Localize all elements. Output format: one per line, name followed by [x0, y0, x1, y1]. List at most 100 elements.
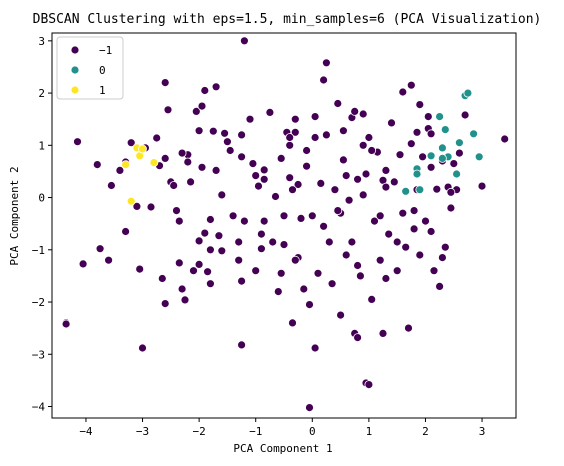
point-cluster-0-183 [239, 36, 249, 46]
x-tick-label: 2 [422, 425, 429, 438]
point-cluster-1-3 [426, 151, 436, 161]
point-cluster-0-38 [217, 190, 227, 200]
point-cluster-0-172 [378, 328, 388, 338]
point-cluster-0-181 [415, 100, 425, 109]
point-cluster-0-175 [310, 343, 320, 353]
point-cluster-0-47 [254, 181, 263, 191]
point-cluster-0-33 [203, 267, 213, 277]
point-cluster-0-161 [160, 299, 170, 309]
point-cluster-0-154 [353, 261, 363, 270]
point-cluster-0-155 [237, 276, 247, 286]
point-cluster-0-58 [288, 318, 297, 328]
point-cluster-0-162 [194, 259, 204, 269]
point-cluster-0-28 [189, 266, 198, 276]
point-cluster-1-6 [440, 125, 450, 135]
point-cluster-0-173 [364, 380, 374, 390]
point-cluster-0-94 [389, 177, 399, 187]
point-cluster-0-140 [392, 237, 402, 247]
point-cluster-0-117 [454, 148, 464, 158]
y-tick-label: −4 [32, 401, 46, 414]
point-cluster-0-44 [239, 216, 249, 226]
point-cluster-0-133 [409, 224, 419, 234]
point-cluster-0-68 [316, 178, 326, 188]
point-cluster-0-46 [251, 266, 261, 276]
point-cluster-0-159 [381, 274, 391, 283]
legend-marker-0 [70, 45, 80, 55]
point-cluster-0-97 [398, 208, 408, 218]
point-cluster-0-42 [234, 255, 244, 265]
point-cluster-0-67 [313, 268, 323, 278]
point-cluster-0-104 [418, 152, 428, 162]
point-cluster-0-174 [305, 403, 314, 413]
point-cluster-0-11 [135, 264, 145, 274]
point-cluster-0-54 [276, 153, 286, 163]
point-cluster-0-18 [160, 153, 170, 163]
point-cluster-0-128 [194, 236, 204, 246]
point-cluster-0-184 [200, 86, 210, 95]
point-cluster-0-92 [384, 229, 394, 239]
point-cluster-0-75 [336, 310, 346, 320]
point-cluster-0-70 [321, 58, 331, 68]
point-cluster-0-17 [157, 274, 167, 283]
point-cluster-0-179 [61, 319, 71, 329]
point-cluster-0-66 [310, 112, 320, 121]
point-cluster-0-63 [302, 161, 312, 171]
point-cluster-0-55 [279, 211, 289, 221]
point-cluster-0-50 [265, 108, 275, 117]
x-tick-label: −4 [79, 425, 93, 438]
point-cluster-1-2 [415, 185, 425, 195]
point-cluster-0-108 [429, 266, 439, 276]
point-cluster-0-78 [344, 195, 354, 205]
x-tick-label: −3 [136, 425, 149, 438]
legend-label-0: −1 [99, 44, 112, 57]
point-cluster-0-123 [259, 174, 269, 184]
point-cluster-0-77 [341, 250, 351, 260]
legend: −1 0 1 [56, 36, 124, 100]
point-cluster-0-99 [404, 323, 413, 333]
point-cluster-0-96 [395, 150, 405, 160]
point-cluster-0-52 [271, 192, 280, 201]
point-cluster-0-73 [330, 185, 340, 195]
point-cluster-0-188 [285, 133, 295, 142]
point-cluster-2-5 [149, 158, 159, 168]
point-cluster-0-145 [248, 159, 258, 169]
point-cluster-0-125 [341, 171, 351, 181]
point-cluster-0-146 [177, 148, 187, 158]
x-tick-label: −2 [192, 425, 205, 438]
point-cluster-0-118 [460, 110, 470, 120]
point-cluster-0-168 [437, 253, 447, 263]
point-cluster-0-4 [95, 244, 105, 254]
point-cluster-0-35 [208, 126, 218, 136]
point-cluster-0-119 [477, 181, 487, 191]
point-cluster-0-135 [321, 130, 331, 140]
point-cluster-0-148 [237, 130, 247, 140]
point-cluster-0-178 [138, 343, 147, 353]
point-cluster-0-81 [353, 174, 363, 184]
point-cluster-1-12 [469, 129, 479, 139]
point-cluster-0-24 [177, 284, 187, 294]
point-cluster-1-15 [412, 169, 422, 179]
y-tick-label: −1 [32, 244, 45, 257]
point-cluster-0-53 [273, 287, 283, 297]
point-cluster-0-60 [293, 180, 303, 189]
point-cluster-0-127 [121, 227, 130, 236]
point-cluster-0-105 [421, 216, 430, 226]
point-cluster-0-6 [107, 181, 116, 190]
point-cluster-2-1 [126, 196, 136, 206]
point-cluster-0-158 [174, 258, 184, 268]
point-cluster-0-126 [381, 165, 391, 175]
point-cluster-0-160 [211, 82, 221, 92]
x-tick-label: 3 [479, 425, 486, 438]
point-cluster-0-82 [355, 271, 365, 281]
point-cluster-0-34 [205, 245, 215, 255]
point-cluster-0-14 [146, 202, 156, 212]
point-cluster-0-163 [259, 216, 269, 226]
point-cluster-0-71 [324, 237, 334, 247]
point-cluster-0-37 [214, 231, 224, 241]
point-cluster-0-147 [197, 101, 207, 111]
point-cluster-0-48 [256, 229, 266, 239]
point-cluster-0-91 [381, 182, 391, 192]
y-tick-label: −2 [32, 296, 45, 309]
point-cluster-1-14 [437, 153, 447, 163]
